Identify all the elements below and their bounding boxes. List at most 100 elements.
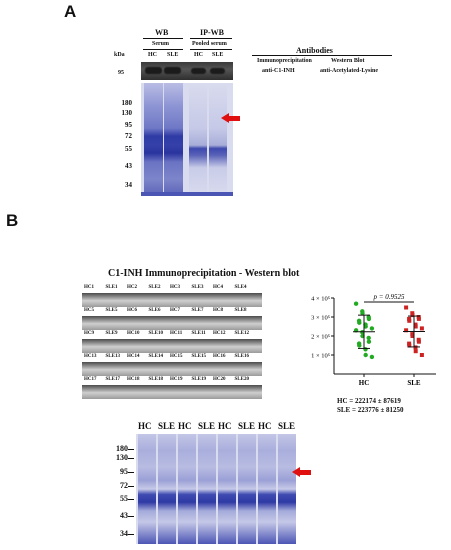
gel-b-lane-label: HC (258, 421, 272, 431)
strip-lane-label: HC19 (170, 377, 183, 382)
panel-b-title: C1-INH Immunoprecipitation - Western blo… (108, 268, 300, 279)
strip-lane-label: SLE14 (148, 354, 163, 359)
strip-lane-label: HC11 (170, 331, 183, 336)
y-tick-label: 3 × 10⁵ (311, 315, 330, 322)
strip-lane-label: SLE6 (148, 308, 161, 313)
hc-data-point (366, 335, 371, 341)
gel-a-marker-95: 95 (125, 121, 132, 129)
hc-data-point (369, 354, 375, 360)
kda-label: kDa (114, 52, 125, 58)
gel-b-marker-180: 180 (116, 444, 128, 453)
strip-lane-label: HC18 (127, 377, 140, 382)
strip-lane-label: HC10 (127, 331, 140, 336)
strip-lane-label: SLE15 (191, 354, 206, 359)
lane-label-1: HC (148, 52, 157, 58)
strip-lane-label: SLE20 (234, 377, 249, 382)
wb-title: WB (155, 28, 169, 37)
gel-b-marker-95: 95 (120, 467, 128, 476)
wb-strip-row (82, 293, 262, 307)
strip-lane-label: HC9 (84, 331, 94, 336)
red-arrow-a-head-icon (221, 113, 229, 123)
sle-data-point (404, 328, 409, 333)
ip-column-title: Immunoprecipitation (257, 58, 312, 64)
hc-data-point (360, 311, 365, 316)
sle-data-point (407, 318, 412, 323)
strip-lane-label: HC4 (213, 285, 223, 290)
strip-lane-label: HC20 (213, 377, 226, 382)
antibodies-title: Antibodies (296, 46, 333, 55)
gel-b-coomassie (136, 434, 296, 544)
gel-b-lane-label: SLE (278, 421, 296, 431)
sle-data-point (419, 326, 424, 331)
gel-a-coomassie (141, 83, 233, 196)
strip-lane-label: HC8 (213, 308, 223, 313)
strip-lane-label: SLE9 (105, 331, 118, 336)
strip-lane-label: HC14 (127, 354, 140, 359)
y-tick-label: 1 × 10⁵ (311, 353, 330, 360)
lane-label-3: HC (194, 52, 203, 58)
x-tick-label: HC (359, 379, 370, 387)
x-tick-label: SLE (407, 379, 421, 387)
gel-b-lane (278, 434, 296, 544)
serum-label: Serum (152, 41, 169, 47)
strip-lane-label: HC6 (127, 308, 137, 313)
strip-lane-label: HC17 (84, 377, 97, 382)
lane-label-4: SLE (212, 52, 224, 58)
lane-label-2: SLE (167, 52, 179, 58)
strip-lane-label: SLE12 (234, 331, 249, 336)
wb-strip-row (82, 385, 262, 399)
sle-data-point (413, 324, 418, 329)
strip-lane-label: HC16 (213, 354, 226, 359)
gel-b-lane-label: HC (138, 421, 152, 431)
serum-underline (143, 49, 183, 50)
strip-lane-label: HC3 (170, 285, 180, 290)
strip-lane-label: HC13 (84, 354, 97, 359)
gel-b-lane-label: SLE (158, 421, 176, 431)
sle-stat: SLE = 223776 ± 81250 (337, 406, 404, 414)
gel-b-marker-72: 72 (120, 481, 128, 490)
gel-a-marker-34: 34 (125, 181, 132, 189)
gel-a-marker-72: 72 (125, 132, 132, 140)
wb-strip-row (82, 316, 262, 330)
strip-lane-label: SLE4 (234, 285, 247, 290)
hc-data-point (357, 320, 362, 325)
strip-lane-label: SLE3 (191, 285, 204, 290)
gel-a-marker-180: 180 (121, 99, 133, 107)
gel-a-marker-130: 130 (121, 109, 133, 117)
p-value-label: p = 0.9525 (373, 293, 405, 301)
wb-column-title: Western Blot (331, 58, 365, 64)
gel-a-marker-labels: 180 130 95 72 55 43 34 (108, 84, 133, 196)
scatter-plot: 4 × 10⁵ 3 × 10⁵ 2 × 10⁵ 1 × 10⁵ HC SLE p = 0.9… (311, 293, 436, 387)
y-tick-label: 4 × 10⁵ (311, 296, 330, 303)
pooled-serum-label: Pooled serum (192, 41, 227, 47)
sle-data-point (413, 349, 418, 354)
strip-lane-label: HC7 (170, 308, 180, 313)
hc-data-point (366, 339, 372, 344)
sle-data-point (410, 313, 415, 318)
gel-b-lane (158, 434, 176, 544)
gel-b-lane (178, 434, 196, 544)
strip-lane-label: HC5 (84, 308, 94, 313)
strip-lane-label: SLE16 (234, 354, 249, 359)
strip-lane-label: SLE18 (148, 377, 163, 382)
sle-data-point (407, 343, 412, 348)
gel-b-lane-label: HC (178, 421, 192, 431)
gel-b-marker-43: 43 (120, 511, 128, 520)
hc-data-point (369, 326, 375, 331)
strip-lane-label: HC12 (213, 331, 226, 336)
strip-lane-label: SLE17 (105, 377, 120, 382)
ipwb-title: IP-WB (200, 28, 224, 37)
gel-b-lane (198, 434, 216, 544)
strip-lane-label: HC2 (127, 285, 137, 290)
panel-b-label: B (6, 211, 19, 230)
strip-lane-label: SLE5 (105, 308, 118, 313)
hc-data-point (363, 352, 368, 358)
gel-b-ticks (128, 434, 136, 542)
gel-b-lane-label: SLE (198, 421, 216, 431)
sle-data-point (416, 316, 421, 321)
top-marker-95: 95 (118, 70, 124, 76)
sle-data-point (419, 353, 424, 357)
gel-b-lane (238, 434, 256, 544)
gel-b-marker-labels: 180 130 95 72 55 43 34 (104, 434, 128, 542)
gel-b-lane (218, 434, 236, 544)
